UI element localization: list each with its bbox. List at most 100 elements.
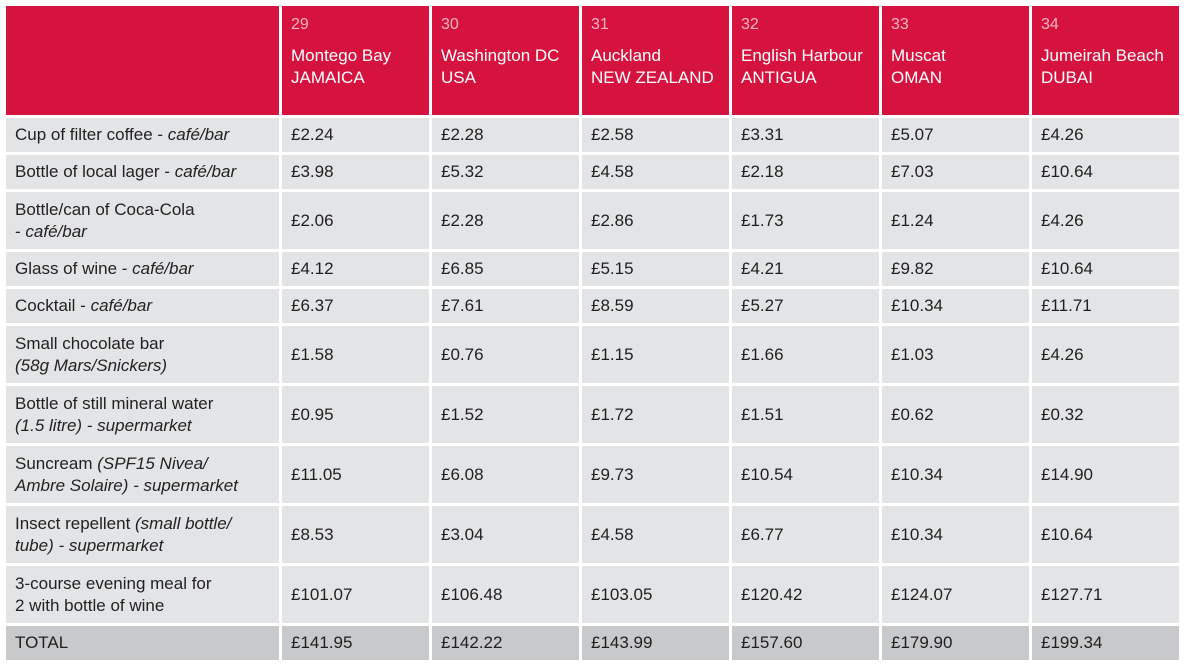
- table-row: Cup of filter coffee - café/bar £2.24 £2.2…: [6, 118, 1179, 152]
- price-cell: £4.21: [732, 252, 879, 286]
- price-cell: £3.98: [282, 155, 429, 189]
- item-label: Suncream (SPF15 Nivea/Ambre Solaire) - s…: [6, 446, 279, 503]
- item-label-part: (58g Mars/Snickers): [15, 355, 168, 375]
- destination-city: Montego Bay: [291, 46, 392, 65]
- price-cell: £2.28: [432, 192, 579, 249]
- destination-country: USA: [441, 68, 476, 87]
- price-cell: £1.52: [432, 386, 579, 443]
- destination-number: 33: [891, 16, 909, 33]
- price-cell: £14.90: [1032, 446, 1179, 503]
- item-label-part: -: [15, 221, 26, 241]
- price-cell: £3.31: [732, 118, 879, 152]
- price-cell: £1.03: [882, 326, 1029, 383]
- table-row: Bottle/can of Coca-Cola - café/bar £2.06 £2…: [6, 192, 1179, 249]
- destination-country: NEW ZEALAND: [591, 68, 714, 87]
- table-row: Bottle of local lager - café/bar £3.98 £5.…: [6, 155, 1179, 189]
- item-label-part: Small chocolate bar: [15, 333, 165, 353]
- price-cell: £8.59: [582, 289, 729, 323]
- destination-header: 30 Washington DC USA: [432, 6, 579, 115]
- price-cell: £3.04: [432, 506, 579, 563]
- item-label-part: Cocktail -: [15, 296, 91, 315]
- total-row: TOTAL £141.95 £142.22 £143.99 £157.60 £179.90…: [6, 626, 1179, 660]
- item-label: Insect repellent (small bottle/tube) - s…: [6, 506, 279, 563]
- price-cell: £10.54: [732, 446, 879, 503]
- price-cell: £103.05: [582, 566, 729, 623]
- price-cell: £4.26: [1032, 326, 1179, 383]
- item-label: Cocktail - café/bar: [6, 289, 279, 323]
- table-row: Glass of wine - café/bar £4.12 £6.85 £5.15 £…: [6, 252, 1179, 286]
- destination-number: 31: [591, 16, 609, 33]
- price-cell: £1.24: [882, 192, 1029, 249]
- price-cell: £4.58: [582, 155, 729, 189]
- item-label-part: Ambre Solaire) - supermarket: [15, 475, 238, 495]
- price-cell: £7.03: [882, 155, 1029, 189]
- price-cell: £4.58: [582, 506, 729, 563]
- item-label-part: café/bar: [174, 162, 237, 181]
- price-cell: £9.73: [582, 446, 729, 503]
- destination-city: Jumeirah Beach: [1041, 46, 1164, 65]
- price-cell: £10.64: [1032, 506, 1179, 563]
- price-cell: £5.32: [432, 155, 579, 189]
- destination-city: Muscat: [891, 46, 946, 65]
- price-cell: £120.42: [732, 566, 879, 623]
- destination-header: 33 Muscat OMAN: [882, 6, 1029, 115]
- header-corner-cell: [6, 6, 279, 115]
- price-cell: £2.28: [432, 118, 579, 152]
- item-label: Cup of filter coffee - café/bar: [6, 118, 279, 152]
- destination-country: OMAN: [891, 68, 942, 87]
- destination-header: 29 Montego Bay JAMAICA: [282, 6, 429, 115]
- table-row: Suncream (SPF15 Nivea/Ambre Solaire) - s…: [6, 446, 1179, 503]
- price-cell: £11.71: [1032, 289, 1179, 323]
- table-row: Bottle of still mineral water (1.5 litre)…: [6, 386, 1179, 443]
- table-row: Small chocolate bar (58g Mars/Snickers) £1…: [6, 326, 1179, 383]
- price-cell: £2.86: [582, 192, 729, 249]
- item-label: Bottle/can of Coca-Cola - café/bar: [6, 192, 279, 249]
- item-label-part: Bottle/can of Coca-Cola: [15, 199, 195, 219]
- total-cell: £142.22: [432, 626, 579, 660]
- price-cell: £6.85: [432, 252, 579, 286]
- total-cell: £199.34: [1032, 626, 1179, 660]
- item-label-part: café/bar: [132, 259, 194, 278]
- destination-number: 30: [441, 16, 459, 33]
- price-cell: £4.12: [282, 252, 429, 286]
- table-body: Cup of filter coffee - café/bar £2.24 £2.2…: [6, 118, 1179, 660]
- destination-number: 34: [1041, 16, 1059, 33]
- price-comparison-table: 29 Montego Bay JAMAICA 30 Washington DC USA …: [3, 3, 1182, 663]
- destination-country: ANTIGUA: [741, 68, 817, 87]
- price-cell: £10.34: [882, 506, 1029, 563]
- destination-number: 32: [741, 16, 759, 33]
- price-cell: £0.95: [282, 386, 429, 443]
- price-cell: £11.05: [282, 446, 429, 503]
- price-cell: £124.07: [882, 566, 1029, 623]
- price-cell: £6.77: [732, 506, 879, 563]
- total-cell: £157.60: [732, 626, 879, 660]
- destination-number: 29: [291, 16, 309, 33]
- item-label-part: Cup of filter coffee -: [15, 125, 168, 144]
- total-cell: £141.95: [282, 626, 429, 660]
- price-cell: £1.51: [732, 386, 879, 443]
- item-label-part: café/bar: [167, 125, 230, 144]
- price-cell: £7.61: [432, 289, 579, 323]
- price-cell: £0.76: [432, 326, 579, 383]
- destination-header: 34 Jumeirah Beach DUBAI: [1032, 6, 1179, 115]
- price-cell: £1.58: [282, 326, 429, 383]
- price-cell: £10.34: [882, 446, 1029, 503]
- table-row: 3-course evening meal for 2 with bottle o…: [6, 566, 1179, 623]
- item-label: Small chocolate bar (58g Mars/Snickers): [6, 326, 279, 383]
- item-label-part: Bottle of still mineral water: [15, 393, 214, 413]
- item-label-part: (1.5 litre) - supermarket: [15, 415, 192, 435]
- price-cell: £2.24: [282, 118, 429, 152]
- price-cell: £1.73: [732, 192, 879, 249]
- price-cell: £1.15: [582, 326, 729, 383]
- price-cell: £6.37: [282, 289, 429, 323]
- item-label-part: 3-course evening meal for: [15, 573, 212, 593]
- price-cell: £101.07: [282, 566, 429, 623]
- total-label: TOTAL: [6, 626, 279, 660]
- item-label-part: 2 with bottle of wine: [15, 595, 165, 615]
- price-cell: £2.06: [282, 192, 429, 249]
- item-label-part: Suncream: [15, 453, 98, 473]
- destination-city: English Harbour: [741, 46, 863, 65]
- item-label-part: (SPF15 Nivea/: [97, 453, 208, 473]
- price-cell: £4.26: [1032, 118, 1179, 152]
- price-cell: £4.26: [1032, 192, 1179, 249]
